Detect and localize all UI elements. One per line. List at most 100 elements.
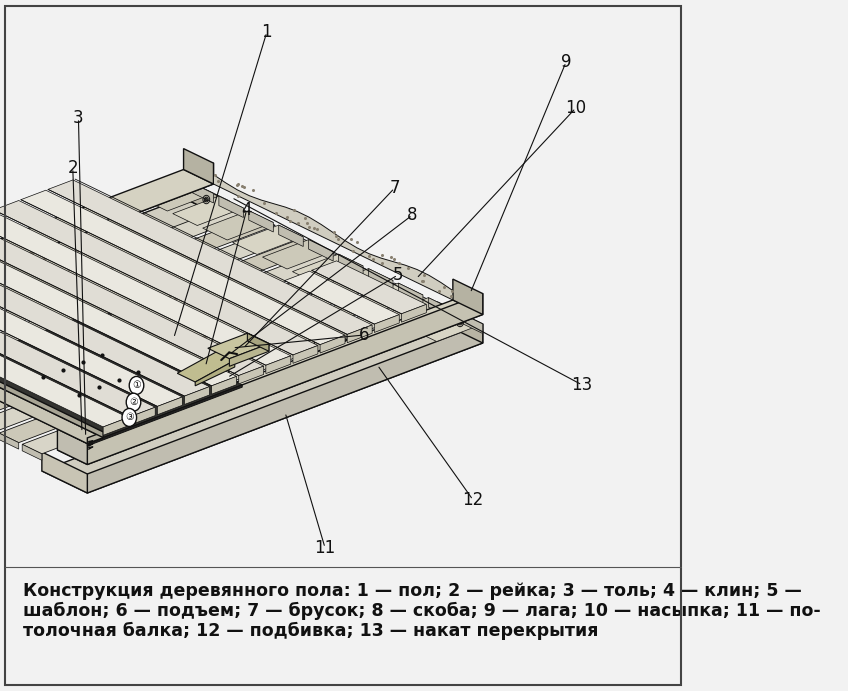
Polygon shape — [0, 248, 229, 385]
Polygon shape — [0, 221, 264, 375]
Polygon shape — [142, 182, 214, 211]
Polygon shape — [0, 249, 345, 409]
Polygon shape — [293, 254, 363, 283]
Polygon shape — [239, 366, 264, 384]
Text: 2: 2 — [68, 159, 78, 177]
Polygon shape — [309, 240, 333, 261]
Polygon shape — [0, 312, 243, 444]
Polygon shape — [0, 238, 321, 398]
Text: 13: 13 — [572, 376, 593, 394]
Polygon shape — [87, 294, 483, 464]
Polygon shape — [203, 211, 273, 240]
Polygon shape — [0, 287, 103, 437]
Polygon shape — [338, 254, 363, 276]
Circle shape — [122, 408, 137, 426]
Text: 8: 8 — [407, 206, 418, 224]
Text: 9: 9 — [561, 53, 572, 71]
Polygon shape — [320, 335, 345, 353]
Text: ①: ① — [132, 381, 141, 390]
Polygon shape — [401, 304, 427, 322]
Text: 6: 6 — [359, 326, 369, 344]
Polygon shape — [0, 283, 414, 443]
Polygon shape — [42, 452, 87, 493]
Polygon shape — [42, 321, 483, 493]
Polygon shape — [0, 242, 209, 396]
Polygon shape — [0, 221, 315, 369]
Polygon shape — [293, 346, 318, 363]
Polygon shape — [263, 240, 333, 269]
Text: 12: 12 — [462, 491, 483, 509]
Polygon shape — [0, 205, 252, 364]
Polygon shape — [131, 407, 155, 425]
Polygon shape — [266, 356, 291, 374]
Text: 5: 5 — [393, 266, 403, 284]
Polygon shape — [412, 312, 483, 341]
Polygon shape — [0, 292, 103, 444]
Polygon shape — [196, 364, 229, 397]
Polygon shape — [399, 283, 423, 305]
Polygon shape — [75, 224, 348, 352]
Polygon shape — [183, 179, 229, 220]
Polygon shape — [177, 352, 235, 382]
Polygon shape — [22, 294, 438, 454]
Polygon shape — [438, 302, 483, 343]
Polygon shape — [185, 387, 209, 404]
Text: ③: ③ — [125, 413, 134, 422]
Polygon shape — [428, 298, 453, 319]
Polygon shape — [189, 182, 214, 203]
Polygon shape — [0, 272, 128, 427]
Polygon shape — [87, 432, 103, 444]
Polygon shape — [374, 314, 399, 332]
Polygon shape — [315, 319, 348, 352]
Polygon shape — [0, 216, 276, 375]
Polygon shape — [108, 203, 348, 340]
Polygon shape — [173, 196, 243, 225]
Polygon shape — [22, 444, 42, 460]
Polygon shape — [183, 149, 214, 184]
Polygon shape — [0, 269, 229, 397]
Circle shape — [126, 393, 141, 411]
Polygon shape — [0, 169, 214, 334]
Text: 10: 10 — [566, 99, 586, 117]
Polygon shape — [0, 163, 214, 334]
Polygon shape — [0, 272, 391, 431]
Polygon shape — [219, 196, 243, 218]
Polygon shape — [382, 298, 453, 327]
Polygon shape — [103, 417, 128, 435]
Text: 1: 1 — [261, 23, 272, 41]
Polygon shape — [322, 269, 393, 298]
Text: 7: 7 — [389, 179, 400, 197]
Polygon shape — [232, 225, 304, 254]
Text: 3: 3 — [73, 109, 84, 127]
Polygon shape — [58, 300, 483, 464]
Polygon shape — [0, 227, 298, 386]
Text: 11: 11 — [315, 539, 336, 557]
Polygon shape — [0, 261, 368, 420]
Polygon shape — [352, 283, 423, 312]
Text: толочная балка; 12 — подбивка; 13 — накат перекрытия: толочная балка; 12 — подбивка; 13 — нака… — [23, 622, 598, 640]
Polygon shape — [214, 175, 453, 300]
Polygon shape — [0, 262, 155, 417]
Polygon shape — [0, 231, 237, 386]
Circle shape — [129, 377, 144, 395]
Polygon shape — [458, 312, 483, 334]
Polygon shape — [285, 271, 399, 324]
Polygon shape — [212, 377, 237, 394]
Text: Конструкция деревянного пола: 1 — пол; 2 — рейка; 3 — толь; 4 — клин; 5 —: Конструкция деревянного пола: 1 — пол; 2… — [23, 582, 801, 600]
Polygon shape — [48, 180, 372, 334]
Polygon shape — [369, 269, 393, 290]
Polygon shape — [158, 397, 182, 415]
Polygon shape — [347, 325, 372, 343]
Polygon shape — [58, 429, 87, 464]
Polygon shape — [195, 360, 235, 386]
Polygon shape — [0, 252, 182, 406]
Polygon shape — [0, 433, 19, 449]
Text: шаблон; 6 — подъем; 7 — брусок; 8 — скоба; 9 — лага; 10 — насыпка; 11 — по-: шаблон; 6 — подъем; 7 — брусок; 8 — скоб… — [23, 602, 820, 620]
Polygon shape — [87, 385, 243, 446]
Polygon shape — [0, 211, 291, 366]
Polygon shape — [248, 211, 273, 232]
Text: ②: ② — [129, 397, 138, 407]
Polygon shape — [279, 225, 304, 247]
Polygon shape — [87, 324, 483, 493]
Polygon shape — [0, 198, 229, 370]
